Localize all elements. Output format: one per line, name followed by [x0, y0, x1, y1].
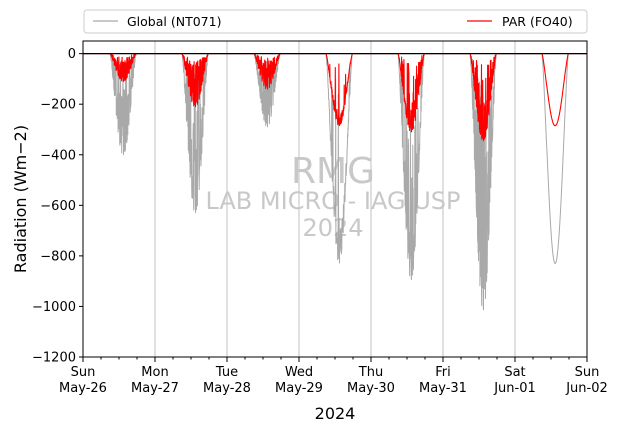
x-tick-label-day: Sun	[575, 365, 600, 380]
grid-lines	[154, 41, 516, 357]
legend-label-par: PAR (FO40)	[502, 14, 573, 29]
x-tick-label-day: Thu	[358, 365, 383, 380]
x-tick-label-date: May-28	[203, 381, 251, 396]
series-line-par	[83, 53, 587, 142]
legend-box	[83, 9, 588, 34]
legend-label-global: Global (NT071)	[127, 14, 221, 29]
y-axis-label: Radiation (Wm−2)	[11, 125, 30, 273]
x-tick-label-date: May-31	[419, 381, 467, 396]
x-tick-label-day: Sun	[71, 365, 96, 380]
x-tick-label-date: May-29	[275, 381, 323, 396]
x-tick-label-day: Tue	[215, 365, 238, 380]
y-tick-label: −200	[40, 98, 76, 113]
x-axis-label: 2024	[315, 404, 356, 423]
x-tick-label-date: Jun-02	[565, 381, 608, 396]
y-axis: 0 −200 −400 −600 −800 −1000 −1200	[32, 47, 83, 366]
x-axis: SunMay-26MonMay-27TueMay-28WedMay-29ThuM…	[59, 357, 608, 396]
x-tick-label-day: Wed	[285, 365, 313, 380]
x-tick-label-date: May-27	[131, 381, 179, 396]
y-tick-label: −400	[40, 148, 76, 163]
y-tick-label: −800	[40, 249, 76, 264]
x-tick-label-date: May-30	[347, 381, 395, 396]
y-tick-label: 0	[68, 47, 76, 62]
y-tick-label: −1000	[32, 300, 76, 315]
x-tick-label-date: May-26	[59, 381, 107, 396]
legend: Global (NT071) PAR (FO40)	[83, 9, 588, 34]
watermark-line3: 2024	[302, 214, 363, 242]
series-layer	[83, 53, 587, 311]
x-tick-label-day: Fri	[435, 365, 451, 380]
x-tick-label-day: Mon	[141, 365, 168, 380]
y-tick-label: −600	[40, 199, 76, 214]
x-tick-label-date: Jun-01	[493, 381, 536, 396]
y-tick-label: −1200	[32, 351, 76, 366]
x-tick-label-day: Sat	[504, 365, 525, 380]
